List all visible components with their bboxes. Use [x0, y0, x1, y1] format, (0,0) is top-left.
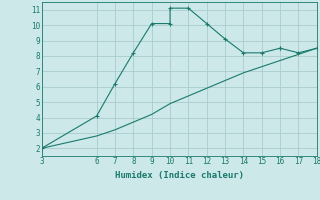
X-axis label: Humidex (Indice chaleur): Humidex (Indice chaleur) [115, 171, 244, 180]
